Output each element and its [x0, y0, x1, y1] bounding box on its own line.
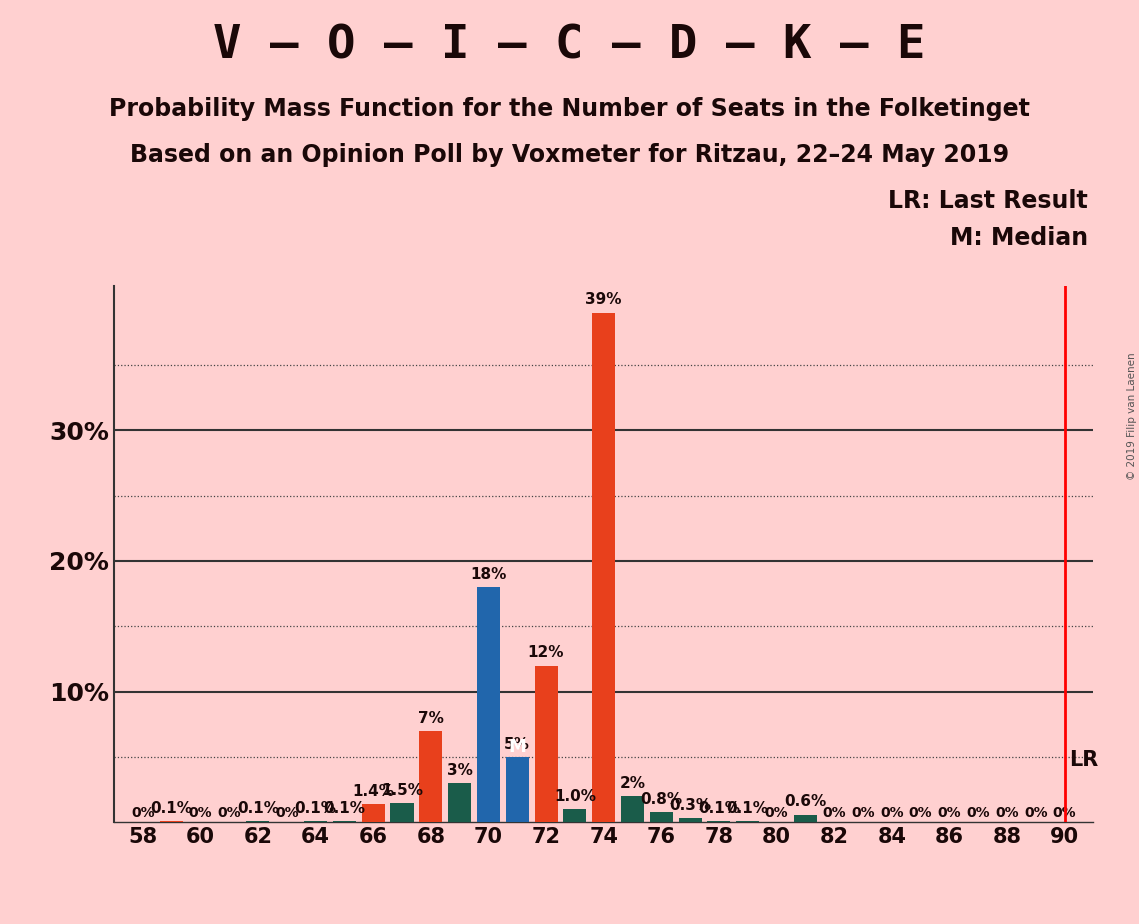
Text: © 2019 Filip van Laenen: © 2019 Filip van Laenen: [1126, 352, 1137, 480]
Bar: [592, 312, 615, 822]
Text: LR: LR: [1070, 749, 1098, 770]
Text: 0.1%: 0.1%: [295, 801, 336, 816]
Bar: [246, 821, 270, 822]
Text: 0%: 0%: [274, 807, 298, 821]
Text: 0%: 0%: [1052, 807, 1076, 821]
Bar: [564, 809, 587, 822]
Text: 0%: 0%: [1024, 807, 1048, 821]
Bar: [707, 821, 730, 822]
Bar: [621, 796, 644, 822]
Text: 7%: 7%: [418, 711, 444, 725]
Bar: [304, 821, 327, 822]
Text: 0.8%: 0.8%: [640, 792, 682, 807]
Bar: [534, 665, 558, 822]
Text: 0%: 0%: [822, 807, 846, 821]
Bar: [159, 821, 183, 822]
Text: 0.1%: 0.1%: [698, 801, 740, 816]
Text: 0%: 0%: [966, 807, 990, 821]
Text: Probability Mass Function for the Number of Seats in the Folketinget: Probability Mass Function for the Number…: [109, 97, 1030, 121]
Text: 0.3%: 0.3%: [669, 798, 711, 813]
Bar: [448, 784, 472, 822]
Bar: [333, 821, 355, 822]
Text: 0%: 0%: [218, 807, 241, 821]
Text: 12%: 12%: [527, 645, 564, 661]
Bar: [362, 804, 385, 822]
Text: 39%: 39%: [585, 292, 622, 308]
Text: 0%: 0%: [764, 807, 788, 821]
Text: 0.1%: 0.1%: [150, 801, 192, 816]
Text: 0%: 0%: [909, 807, 933, 821]
Bar: [794, 815, 817, 822]
Text: 0%: 0%: [131, 807, 155, 821]
Text: 0%: 0%: [189, 807, 212, 821]
Text: 2%: 2%: [620, 776, 646, 791]
Text: 0.6%: 0.6%: [785, 795, 827, 809]
Text: 1.4%: 1.4%: [352, 784, 394, 799]
Text: 0.1%: 0.1%: [727, 801, 769, 816]
Bar: [477, 587, 500, 822]
Bar: [736, 821, 760, 822]
Text: 5%: 5%: [505, 736, 530, 752]
Text: LR: Last Result: LR: Last Result: [888, 189, 1088, 213]
Text: 1.5%: 1.5%: [382, 783, 423, 797]
Text: 1.0%: 1.0%: [554, 789, 596, 804]
Bar: [419, 731, 442, 822]
Text: Based on an Opinion Poll by Voxmeter for Ritzau, 22–24 May 2019: Based on an Opinion Poll by Voxmeter for…: [130, 143, 1009, 167]
Bar: [506, 757, 528, 822]
Text: 0%: 0%: [880, 807, 903, 821]
Text: 0%: 0%: [937, 807, 961, 821]
Text: M: Median: M: Median: [950, 226, 1088, 250]
Text: 0%: 0%: [851, 807, 875, 821]
Text: V – O – I – C – D – K – E: V – O – I – C – D – K – E: [213, 23, 926, 68]
Text: 0%: 0%: [995, 807, 1018, 821]
Text: 3%: 3%: [446, 763, 473, 778]
Text: 0.1%: 0.1%: [237, 801, 279, 816]
Text: M: M: [508, 738, 526, 757]
Bar: [391, 803, 413, 822]
Bar: [679, 819, 702, 822]
Text: 18%: 18%: [470, 566, 507, 582]
Text: 0.1%: 0.1%: [323, 801, 366, 816]
Bar: [649, 812, 673, 822]
